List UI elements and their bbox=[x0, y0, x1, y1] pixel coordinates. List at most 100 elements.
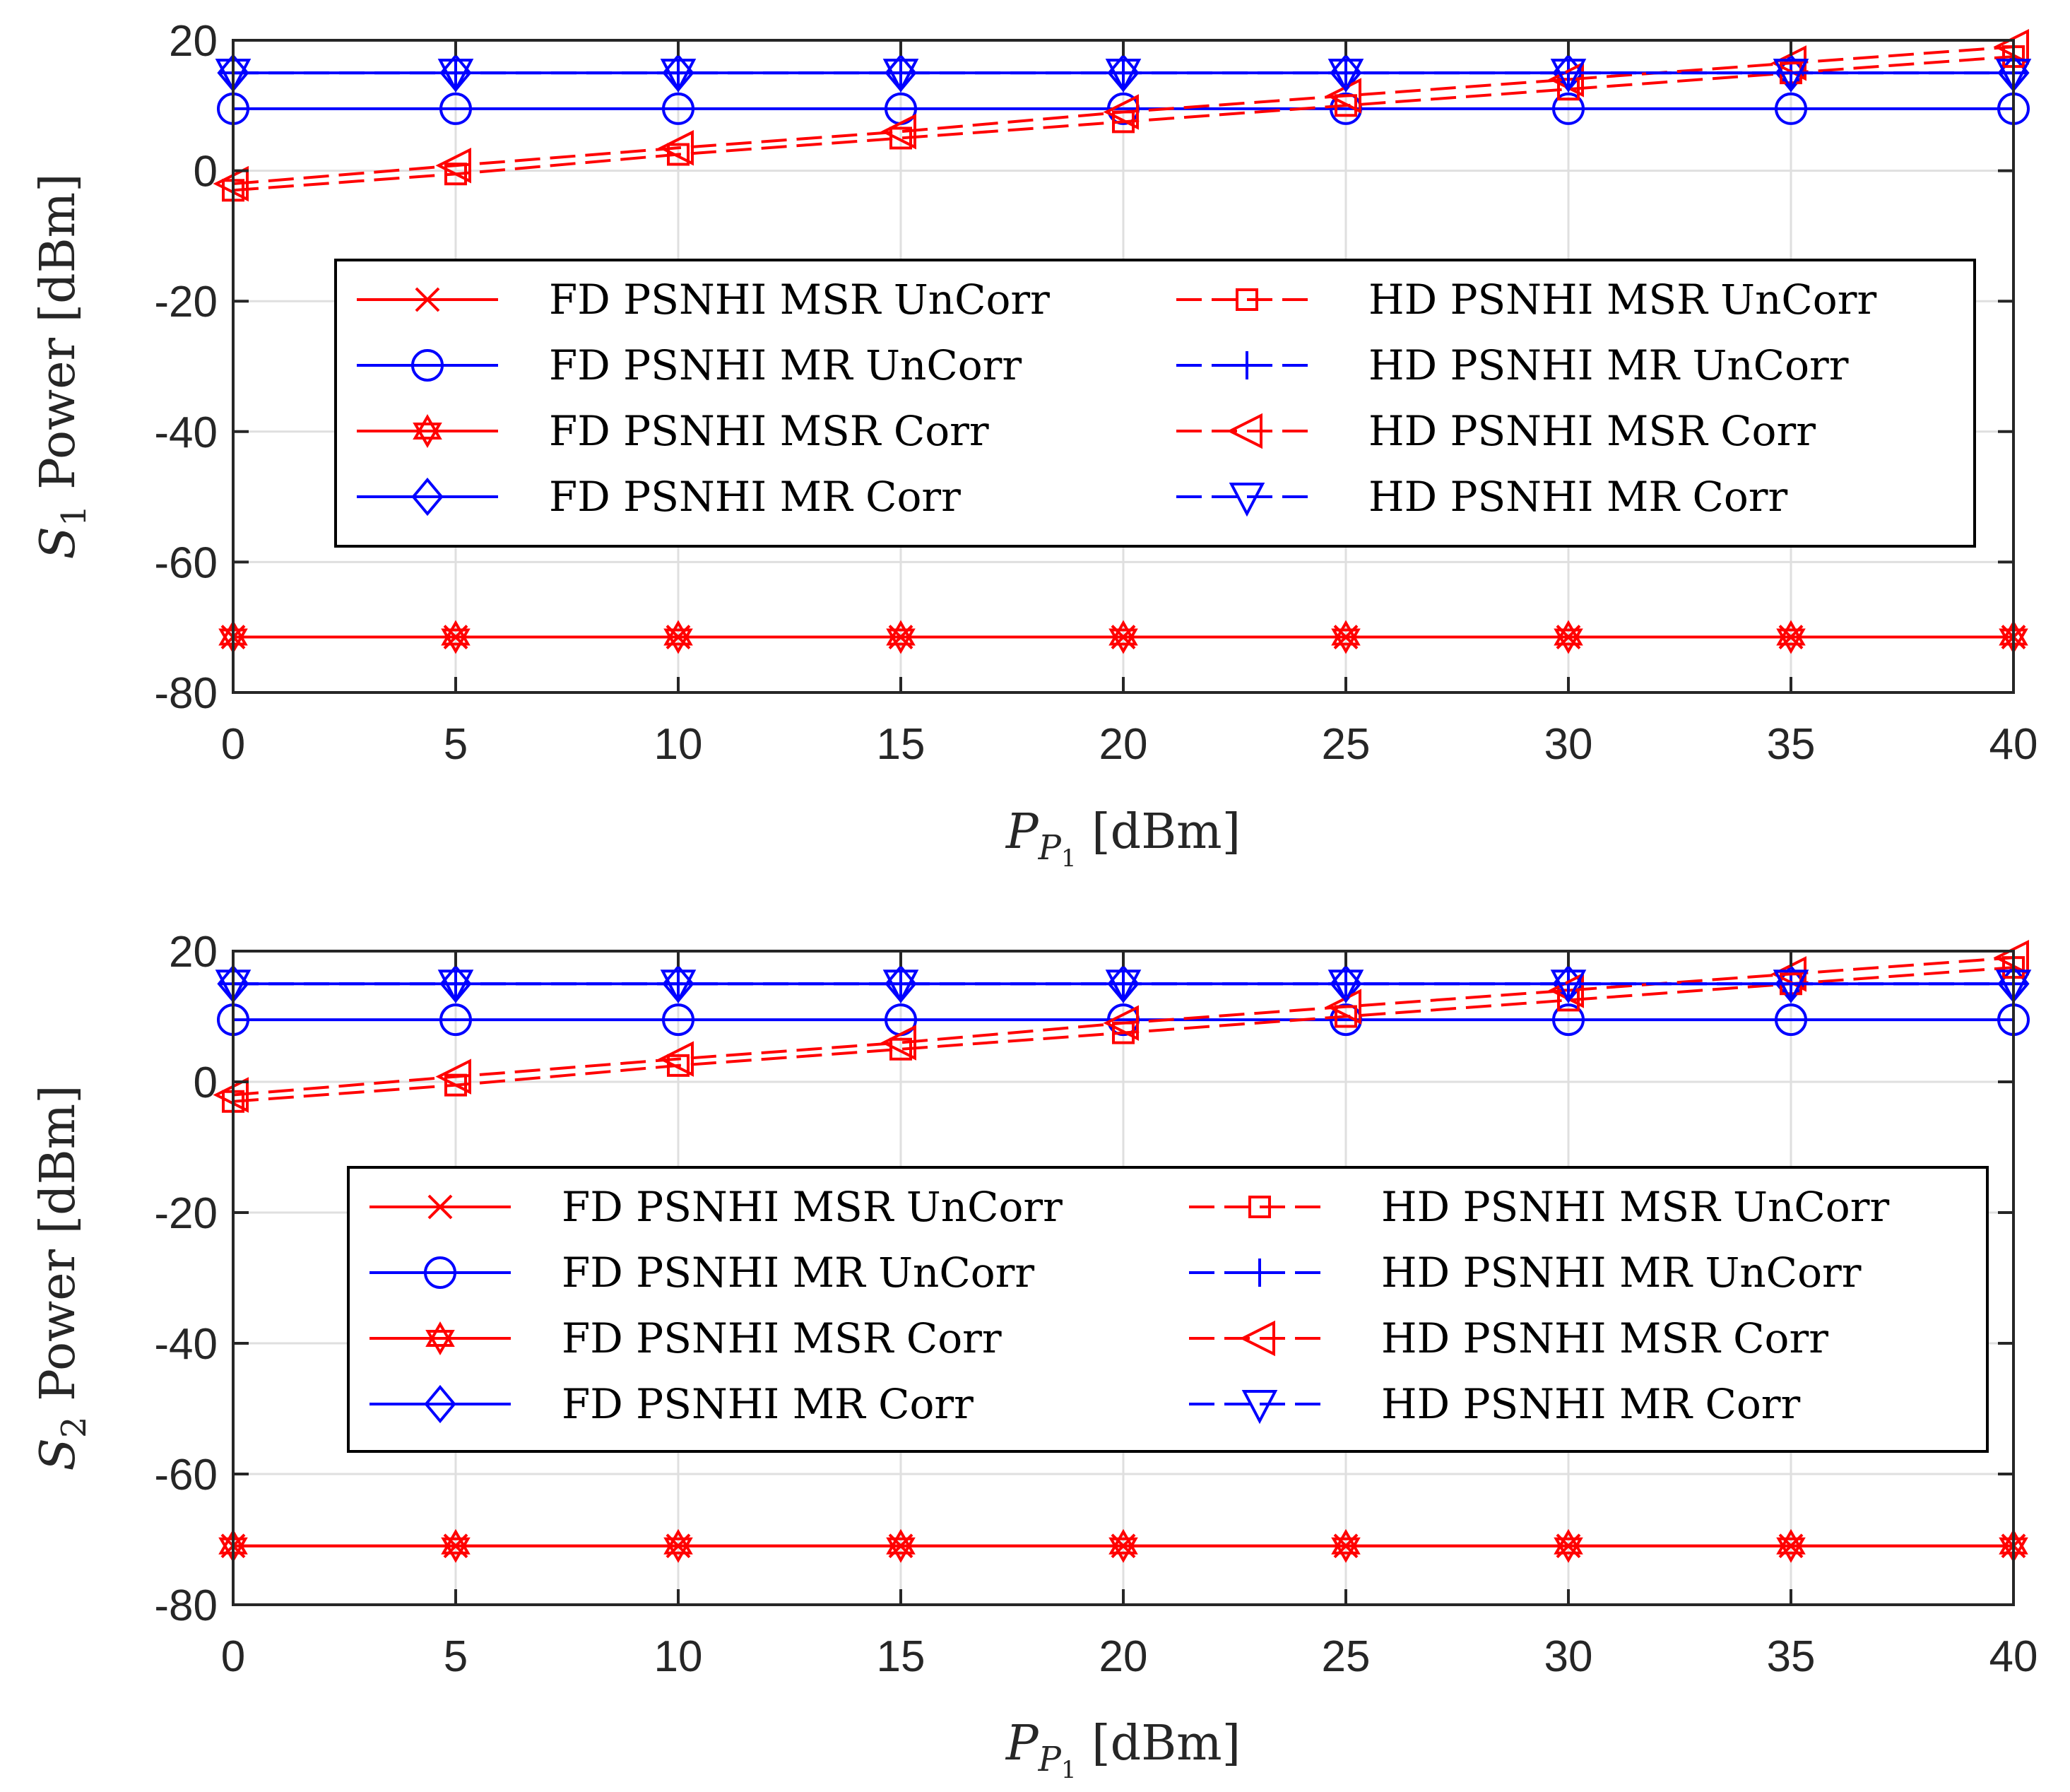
x-tick-label: 25 bbox=[1322, 1632, 1371, 1681]
legend-label: FD PSNHI MSR UnCorr bbox=[549, 276, 1050, 324]
x-tick-label: 15 bbox=[877, 1632, 925, 1681]
data-point bbox=[1775, 92, 1807, 125]
data-point bbox=[663, 1528, 693, 1563]
legend-label: FD PSNHI MSR UnCorr bbox=[562, 1183, 1063, 1231]
x-tick-label: 5 bbox=[444, 1632, 468, 1681]
legend-marker-circle-icon bbox=[411, 349, 444, 382]
legend-item: FD PSNHI MR UnCorr bbox=[357, 341, 1022, 389]
data-point bbox=[886, 1528, 916, 1563]
legend-item: FD PSNHI MSR Corr bbox=[369, 1314, 1002, 1362]
x-tick-label: 5 bbox=[444, 720, 468, 769]
data-point bbox=[441, 620, 471, 654]
legend-label: HD PSNHI MR Corr bbox=[1381, 1380, 1800, 1428]
data-point bbox=[882, 969, 919, 1004]
data-point bbox=[1773, 59, 1809, 93]
series-line bbox=[232, 45, 2014, 186]
data-point bbox=[1550, 59, 1587, 93]
data-point bbox=[662, 1003, 694, 1037]
legend-label: HD PSNHI MR UnCorr bbox=[1368, 341, 1849, 389]
data-point bbox=[435, 1059, 471, 1095]
data-point bbox=[886, 620, 916, 654]
data-point bbox=[889, 126, 912, 150]
y-tick-label: -60 bbox=[154, 1451, 218, 1499]
legend-marker-triangle-left-icon bbox=[1226, 413, 1262, 449]
legend-label: FD PSNHI MSR Corr bbox=[562, 1314, 1002, 1362]
legend-label: FD PSNHI MR Corr bbox=[549, 473, 961, 521]
y-tick-label: -80 bbox=[154, 669, 218, 718]
y-tick-label: 0 bbox=[194, 1059, 218, 1107]
y-tick-label: -40 bbox=[154, 408, 218, 457]
data-point bbox=[1331, 620, 1361, 654]
series-hd-psnhi-mr-corr bbox=[215, 59, 2032, 93]
data-point bbox=[660, 969, 697, 1004]
x-tick-label: 40 bbox=[1989, 720, 2038, 769]
data-point bbox=[1776, 620, 1806, 654]
y-tick-label: -80 bbox=[154, 1581, 218, 1630]
data-point bbox=[667, 1054, 690, 1077]
y-tick-label: 20 bbox=[169, 928, 218, 977]
data-point bbox=[1776, 1528, 1806, 1563]
legend-box bbox=[334, 259, 1976, 548]
legend-label: HD PSNHI MSR Corr bbox=[1368, 407, 1816, 455]
legend-label: FD PSNHI MR Corr bbox=[562, 1380, 974, 1428]
legend-marker-triangle-down-icon bbox=[1229, 483, 1265, 517]
legend-marker-triangle-down-icon bbox=[1241, 1390, 1278, 1425]
data-point bbox=[441, 1528, 471, 1563]
data-point bbox=[1550, 969, 1587, 1004]
data-point bbox=[1554, 1528, 1583, 1563]
legend-item: FD PSNHI MR Corr bbox=[369, 1380, 974, 1428]
legend-item: HD PSNHI MR Corr bbox=[1189, 1380, 1800, 1428]
legend-item: HD PSNHI MR Corr bbox=[1176, 473, 1787, 521]
legend-marker-circle-icon bbox=[424, 1256, 456, 1289]
legend-marker-triangle-left-icon bbox=[1239, 1320, 1275, 1357]
data-point bbox=[658, 130, 694, 166]
legend-marker-hexagram-icon bbox=[413, 413, 442, 449]
x-tick-label: 30 bbox=[1544, 1632, 1593, 1681]
y-axis-label: S1 Power [dBm] bbox=[30, 173, 94, 559]
legend-item: HD PSNHI MR UnCorr bbox=[1189, 1249, 1862, 1297]
x-tick-label: 15 bbox=[877, 720, 925, 769]
data-point bbox=[1103, 94, 1139, 130]
legend-marker-plus-icon bbox=[1246, 1258, 1274, 1287]
legend-item: FD PSNHI MSR UnCorr bbox=[369, 1183, 1063, 1231]
x-tick-label: 30 bbox=[1544, 720, 1593, 769]
legend-marker-diamond-icon bbox=[411, 477, 444, 517]
legend-item: FD PSNHI MR Corr bbox=[357, 473, 961, 521]
legend-label: HD PSNHI MSR UnCorr bbox=[1368, 276, 1876, 324]
data-point bbox=[437, 59, 474, 93]
legend-marker-diamond-icon bbox=[424, 1384, 456, 1424]
legend-marker-x-icon bbox=[427, 1194, 453, 1220]
legend: FD PSNHI MSR UnCorr FD PSNHI MR UnCorr FD … bbox=[347, 1166, 1989, 1453]
y-axis-label: S2 Power [dBm] bbox=[30, 1085, 94, 1470]
legend-marker-square-icon bbox=[1248, 1196, 1271, 1218]
data-point bbox=[1105, 969, 1142, 1004]
data-point bbox=[663, 620, 693, 654]
data-point bbox=[435, 147, 471, 184]
x-tick-label: 0 bbox=[221, 720, 245, 769]
x-tick-label: 25 bbox=[1322, 720, 1371, 769]
chart-panel-2: 0 5 10 15 20 25 30 35 40 -80 -60 -40 -20 0 20 PP1 [dBm]… bbox=[30, 928, 2038, 1784]
data-point bbox=[1327, 59, 1364, 93]
data-point bbox=[1773, 969, 1809, 1004]
data-point bbox=[1552, 1003, 1585, 1037]
x-tick-label: 10 bbox=[654, 720, 703, 769]
legend-label: FD PSNHI MR UnCorr bbox=[562, 1249, 1034, 1297]
data-point bbox=[1554, 620, 1583, 654]
legend-marker-x-icon bbox=[415, 287, 440, 312]
legend-marker-plus-icon bbox=[1233, 351, 1261, 379]
legend-item: FD PSNHI MSR UnCorr bbox=[357, 276, 1050, 324]
legend-marker-square-icon bbox=[1236, 288, 1258, 311]
y-tick-label: -20 bbox=[154, 278, 218, 326]
data-point bbox=[1105, 59, 1142, 93]
data-point bbox=[1103, 1005, 1139, 1041]
series-fd-psnhi-msr-corr bbox=[218, 1528, 2028, 1563]
legend-item: HD PSNHI MSR UnCorr bbox=[1176, 276, 1876, 324]
data-point bbox=[1327, 969, 1364, 1004]
data-point bbox=[889, 1037, 912, 1061]
y-tick-label: 0 bbox=[194, 148, 218, 196]
legend-item: FD PSNHI MR UnCorr bbox=[369, 1249, 1034, 1297]
x-tick-label: 35 bbox=[1767, 1632, 1816, 1681]
data-point bbox=[1108, 1528, 1138, 1563]
data-point bbox=[880, 1025, 916, 1061]
